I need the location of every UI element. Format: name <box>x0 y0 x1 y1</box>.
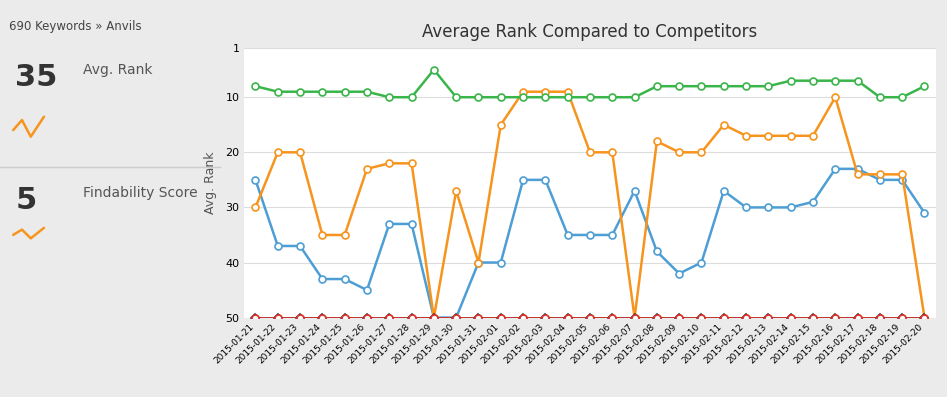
Text: Findability Score: Findability Score <box>83 186 198 200</box>
Y-axis label: Avg. Rank: Avg. Rank <box>204 151 217 214</box>
Text: 5: 5 <box>15 186 37 215</box>
Text: 690 Keywords » Anvils: 690 Keywords » Anvils <box>9 20 141 33</box>
Text: Avg. Rank: Avg. Rank <box>83 64 153 77</box>
Title: Average Rank Compared to Competitors: Average Rank Compared to Competitors <box>422 23 758 40</box>
Text: 35: 35 <box>15 64 58 93</box>
